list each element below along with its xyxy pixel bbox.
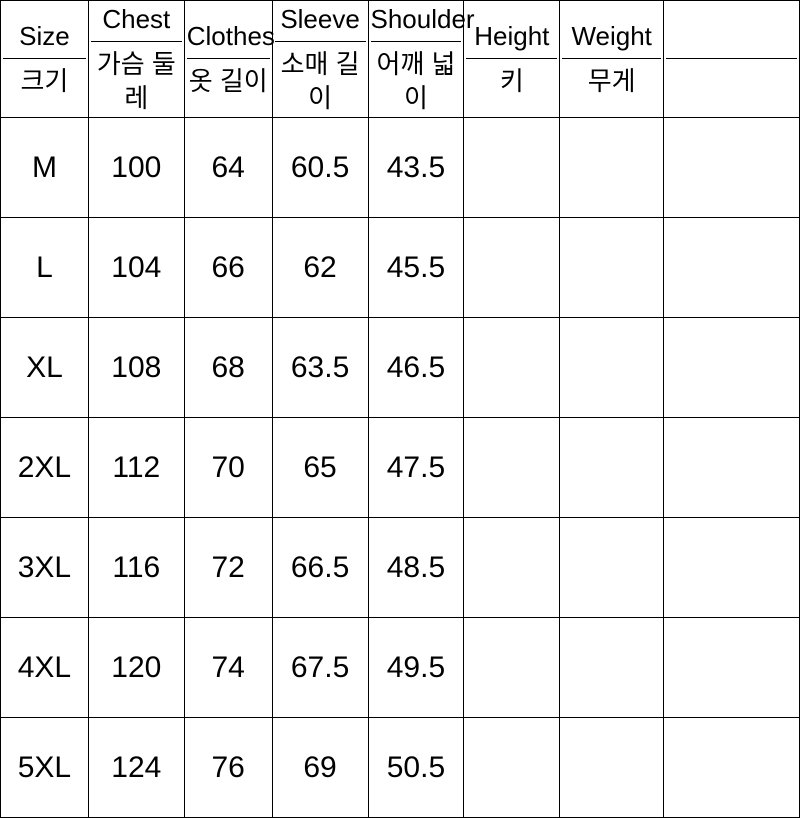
cell-extra (664, 518, 800, 618)
cell-sleeve: 63.5 (272, 318, 368, 418)
size-chart-table: Size 크기 Chest 가슴 둘레 Clothes 옷 길이 Sleeve (0, 0, 800, 818)
cell-sleeve: 62 (272, 218, 368, 318)
col-header-kr: 소매 길이 (275, 41, 366, 116)
cell-extra (664, 718, 800, 818)
cell-clothes: 76 (184, 718, 272, 818)
cell-chest: 100 (88, 118, 184, 218)
col-header-kr: 크기 (3, 58, 86, 99)
col-header-chest: Chest 가슴 둘레 (88, 1, 184, 118)
table-header-row: Size 크기 Chest 가슴 둘레 Clothes 옷 길이 Sleeve (1, 1, 800, 118)
col-header-kr: 키 (466, 58, 557, 99)
cell-sleeve: 67.5 (272, 618, 368, 718)
cell-chest: 112 (88, 418, 184, 518)
cell-chest: 124 (88, 718, 184, 818)
col-header-en: Shoulder (371, 3, 462, 37)
cell-clothes: 72 (184, 518, 272, 618)
cell-weight (560, 118, 664, 218)
cell-sleeve: 66.5 (272, 518, 368, 618)
cell-size: 4XL (1, 618, 89, 718)
col-header-en: Height (466, 20, 557, 54)
table-row: M 100 64 60.5 43.5 (1, 118, 800, 218)
cell-size: 5XL (1, 718, 89, 818)
table-row: 4XL 120 74 67.5 49.5 (1, 618, 800, 718)
col-header-kr: 어깨 넓이 (371, 41, 462, 116)
table-body: M 100 64 60.5 43.5 L 104 66 62 45.5 XL 1… (1, 118, 800, 818)
cell-height (464, 518, 560, 618)
cell-size: 2XL (1, 418, 89, 518)
col-header-en: Clothes (187, 20, 270, 54)
cell-shoulder: 50.5 (368, 718, 464, 818)
col-header-height: Height 키 (464, 1, 560, 118)
cell-extra (664, 218, 800, 318)
cell-weight (560, 418, 664, 518)
table-row: 3XL 116 72 66.5 48.5 (1, 518, 800, 618)
cell-clothes: 68 (184, 318, 272, 418)
col-header-kr (666, 58, 797, 65)
col-header-shoulder: Shoulder 어깨 넓이 (368, 1, 464, 118)
cell-shoulder: 45.5 (368, 218, 464, 318)
cell-shoulder: 49.5 (368, 618, 464, 718)
cell-sleeve: 69 (272, 718, 368, 818)
cell-height (464, 218, 560, 318)
cell-extra (664, 418, 800, 518)
cell-weight (560, 218, 664, 318)
col-header-kr: 가슴 둘레 (91, 41, 182, 116)
cell-size: 3XL (1, 518, 89, 618)
cell-clothes: 70 (184, 418, 272, 518)
cell-extra (664, 318, 800, 418)
cell-height (464, 418, 560, 518)
cell-chest: 116 (88, 518, 184, 618)
cell-shoulder: 46.5 (368, 318, 464, 418)
col-header-en: Chest (91, 3, 182, 37)
col-header-en: Sleeve (275, 3, 366, 37)
cell-shoulder: 43.5 (368, 118, 464, 218)
cell-weight (560, 518, 664, 618)
col-header-en: Size (3, 20, 86, 54)
col-header-sleeve: Sleeve 소매 길이 (272, 1, 368, 118)
col-header-weight: Weight 무게 (560, 1, 664, 118)
cell-height (464, 318, 560, 418)
cell-sleeve: 60.5 (272, 118, 368, 218)
col-header-kr: 옷 길이 (187, 58, 270, 99)
cell-height (464, 118, 560, 218)
table-row: 5XL 124 76 69 50.5 (1, 718, 800, 818)
cell-clothes: 74 (184, 618, 272, 718)
cell-clothes: 64 (184, 118, 272, 218)
cell-height (464, 618, 560, 718)
cell-weight (560, 318, 664, 418)
cell-extra (664, 118, 800, 218)
cell-sleeve: 65 (272, 418, 368, 518)
cell-shoulder: 47.5 (368, 418, 464, 518)
cell-weight (560, 618, 664, 718)
cell-weight (560, 718, 664, 818)
col-header-extra (664, 1, 800, 118)
col-header-size: Size 크기 (1, 1, 89, 118)
col-header-clothes: Clothes 옷 길이 (184, 1, 272, 118)
cell-size: M (1, 118, 89, 218)
cell-chest: 104 (88, 218, 184, 318)
cell-size: L (1, 218, 89, 318)
cell-height (464, 718, 560, 818)
cell-clothes: 66 (184, 218, 272, 318)
cell-chest: 108 (88, 318, 184, 418)
col-header-kr: 무게 (562, 58, 661, 99)
cell-extra (664, 618, 800, 718)
table-row: 2XL 112 70 65 47.5 (1, 418, 800, 518)
col-header-en: Weight (562, 20, 661, 54)
cell-chest: 120 (88, 618, 184, 718)
table-row: XL 108 68 63.5 46.5 (1, 318, 800, 418)
cell-shoulder: 48.5 (368, 518, 464, 618)
cell-size: XL (1, 318, 89, 418)
table-row: L 104 66 62 45.5 (1, 218, 800, 318)
